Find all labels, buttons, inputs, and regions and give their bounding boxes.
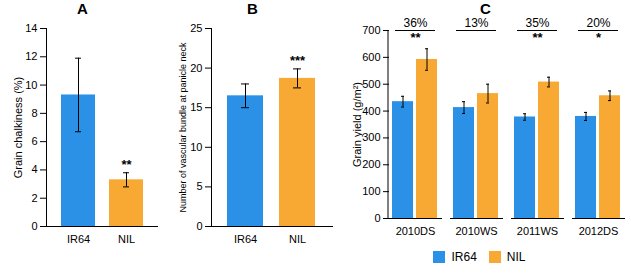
- svg-text:500: 500: [362, 78, 380, 90]
- svg-text:2012DS: 2012DS: [579, 225, 619, 237]
- svg-text:Grain yield (g/m²): Grain yield (g/m²): [351, 82, 363, 167]
- svg-text:100: 100: [362, 185, 380, 197]
- svg-text:10: 10: [190, 141, 202, 153]
- svg-text:0: 0: [31, 220, 37, 232]
- html-text:C: C: [480, 0, 491, 17]
- svg-text:IR64: IR64: [234, 233, 257, 245]
- svg-text:2010WS: 2010WS: [455, 225, 497, 237]
- svg-text:0: 0: [196, 220, 202, 232]
- svg-text:**: **: [410, 30, 421, 45]
- svg-text:***: ***: [290, 53, 306, 68]
- svg-text:14: 14: [25, 22, 37, 34]
- svg-text:35%: 35%: [525, 16, 549, 30]
- svg-text:NIL: NIL: [118, 233, 135, 245]
- svg-text:2: 2: [31, 192, 37, 204]
- svg-text:600: 600: [362, 51, 380, 63]
- svg-text:15: 15: [190, 101, 202, 113]
- html-text:IR64: IR64: [451, 249, 477, 264]
- svg-text:8: 8: [31, 107, 37, 119]
- svg-text:400: 400: [362, 105, 380, 117]
- html-text:B: B: [247, 0, 258, 17]
- svg-text:36%: 36%: [403, 16, 427, 30]
- svg-text:2011WS: 2011WS: [517, 225, 558, 237]
- svg-text:IR64: IR64: [67, 233, 90, 245]
- svg-text:4: 4: [31, 163, 37, 175]
- svg-text:5: 5: [196, 180, 202, 192]
- svg-text:Number of vascular bundle at p: Number of vascular bundle at panicle nec…: [178, 42, 188, 213]
- svg-text:700: 700: [362, 24, 380, 36]
- svg-text:0: 0: [374, 212, 380, 224]
- svg-text:**: **: [532, 30, 543, 45]
- svg-text:20: 20: [190, 62, 202, 74]
- svg-text:200: 200: [362, 158, 380, 170]
- svg-text:300: 300: [362, 131, 380, 143]
- svg-text:Grain chalkiness (%): Grain chalkiness (%): [12, 77, 24, 178]
- svg-text:10: 10: [25, 79, 37, 91]
- svg-text:25: 25: [190, 22, 202, 34]
- svg-text:13%: 13%: [464, 16, 488, 30]
- svg-text:2010DS: 2010DS: [396, 225, 436, 237]
- html-text:A: A: [77, 0, 88, 17]
- svg-text:NIL: NIL: [289, 233, 306, 245]
- svg-text:12: 12: [25, 50, 37, 62]
- svg-text:6: 6: [31, 135, 37, 147]
- svg-text:**: **: [121, 157, 132, 172]
- html-text:NIL: NIL: [506, 249, 526, 264]
- svg-text:20%: 20%: [586, 16, 610, 30]
- svg-text:*: *: [596, 30, 602, 45]
